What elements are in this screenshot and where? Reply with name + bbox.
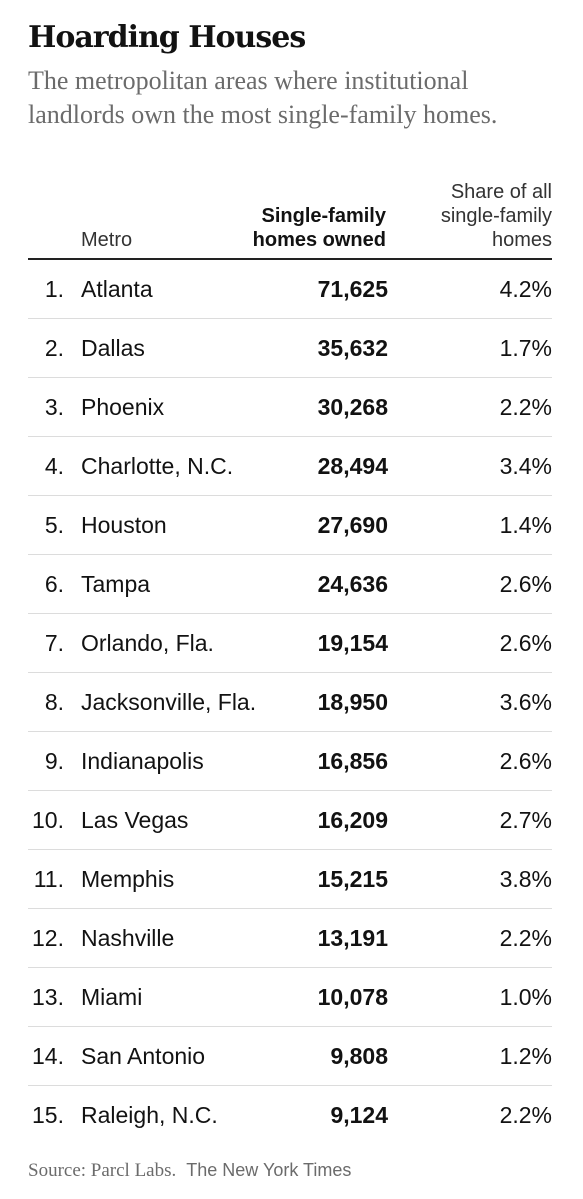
row-metro: Raleigh, N.C.: [81, 1102, 218, 1128]
row-rank: 3.: [44, 394, 64, 420]
row-share: 2.6%: [499, 748, 552, 774]
row-rank: 1.: [44, 276, 64, 302]
chart-title: Hoarding Houses: [28, 20, 306, 55]
column-header-share: Share of all single-family homes: [402, 180, 552, 252]
row-share: 1.7%: [499, 335, 552, 361]
row-homes-owned: 9,808: [330, 1043, 388, 1069]
row-homes-owned: 71,625: [317, 276, 388, 302]
row-metro: Orlando, Fla.: [81, 630, 214, 656]
row-rank: 15.: [32, 1102, 64, 1128]
row-metro: Tampa: [81, 571, 151, 597]
row-homes-owned: 18,950: [317, 689, 388, 715]
row-homes-owned: 27,690: [317, 512, 388, 538]
column-header-share-line2: single-family: [440, 205, 552, 227]
row-rank: 11.: [33, 866, 64, 892]
table-row: 12. Nashville 13,191 2.2%: [28, 909, 552, 968]
row-rank: 6.: [44, 571, 64, 597]
column-header-homes-line2: homes owned: [252, 229, 386, 251]
row-homes-owned: 10,078: [317, 984, 388, 1010]
table-row: 9. Indianapolis 16,856 2.6%: [28, 732, 552, 791]
row-homes-owned: 16,856: [317, 748, 388, 774]
row-rank: 5.: [44, 512, 64, 538]
row-rank: 8.: [44, 689, 64, 715]
row-rank: 2.: [44, 335, 64, 361]
row-metro: Dallas: [81, 335, 145, 361]
table-row: 5. Houston 27,690 1.4%: [28, 496, 552, 555]
row-share: 1.2%: [499, 1043, 552, 1069]
row-share: 3.8%: [499, 866, 552, 892]
row-share: 3.6%: [499, 689, 552, 715]
table-row: 13. Miami 10,078 1.0%: [28, 968, 552, 1027]
table-row: 8. Jacksonville, Fla. 18,950 3.6%: [28, 673, 552, 732]
row-metro: Las Vegas: [81, 807, 189, 833]
row-share: 1.4%: [499, 512, 552, 538]
row-rank: 13.: [32, 984, 64, 1010]
row-homes-owned: 28,494: [317, 453, 388, 479]
table-row: 1. Atlanta 71,625 4.2%: [28, 260, 552, 319]
row-rank: 12.: [32, 925, 64, 951]
row-rank: 10.: [32, 807, 64, 833]
row-homes-owned: 19,154: [317, 630, 388, 656]
row-metro: Phoenix: [81, 394, 165, 420]
graphic-container: Hoarding Houses The metropolitan areas w…: [28, 18, 552, 1183]
row-share: 2.7%: [499, 807, 552, 833]
row-share: 2.6%: [499, 571, 552, 597]
row-homes-owned: 30,268: [317, 394, 388, 420]
credit-text: The New York Times: [186, 1160, 352, 1180]
row-rank: 14.: [32, 1043, 64, 1069]
row-homes-owned: 13,191: [317, 925, 388, 951]
table-row: 7. Orlando, Fla. 19,154 2.6%: [28, 614, 552, 673]
chart-subtitle: The metropolitan areas where institution…: [28, 66, 498, 129]
table-row: 11. Memphis 15,215 3.8%: [28, 850, 552, 909]
column-header-share-line1: Share of all: [450, 181, 552, 203]
row-metro: Indianapolis: [81, 748, 204, 774]
row-share: 2.2%: [499, 925, 552, 951]
row-share: 2.6%: [499, 630, 552, 656]
source-line: Source: Parcl Labs. The New York Times: [28, 1158, 552, 1183]
table-row: 6. Tampa 24,636 2.6%: [28, 555, 552, 614]
table-row: 3. Phoenix 30,268 2.2%: [28, 378, 552, 437]
row-share: 2.2%: [499, 1102, 552, 1128]
table-row: 10. Las Vegas 16,209 2.7%: [28, 791, 552, 850]
table-row: 14. San Antonio 9,808 1.2%: [28, 1027, 552, 1086]
row-share: 3.4%: [499, 453, 552, 479]
row-metro: San Antonio: [81, 1043, 206, 1069]
column-header-homes-owned: Single-family homes owned: [216, 204, 386, 252]
row-homes-owned: 24,636: [317, 571, 388, 597]
row-metro: Nashville: [81, 925, 175, 951]
row-metro: Miami: [81, 984, 143, 1010]
row-homes-owned: 9,124: [330, 1102, 388, 1128]
table-body: 1. Atlanta 71,625 4.2% 2. Dallas 35,632 1.7% 3. P…: [28, 260, 552, 1144]
source-text: Source: Parcl Labs.: [28, 1160, 177, 1181]
table-row: 4. Charlotte, N.C. 28,494 3.4%: [28, 437, 552, 496]
column-header-metro: Metro: [81, 229, 133, 251]
row-metro: Charlotte, N.C.: [81, 453, 234, 479]
row-homes-owned: 15,215: [317, 866, 388, 892]
row-metro: Atlanta: [81, 276, 153, 302]
row-metro: Memphis: [81, 866, 175, 892]
table-row: 15. Raleigh, N.C. 9,124 2.2%: [28, 1086, 552, 1144]
row-homes-owned: 35,632: [317, 335, 388, 361]
table-header: Metro Single-family homes owned Share of…: [28, 162, 552, 260]
row-share: 4.2%: [499, 276, 552, 302]
row-rank: 9.: [44, 748, 64, 774]
row-metro: Houston: [81, 512, 167, 538]
row-share: 2.2%: [499, 394, 552, 420]
row-rank: 7.: [44, 630, 64, 656]
row-homes-owned: 16,209: [317, 807, 388, 833]
column-header-share-line3: homes: [491, 229, 552, 251]
column-header-homes-line1: Single-family: [261, 205, 386, 227]
row-metro: Jacksonville, Fla.: [81, 689, 257, 715]
table-row: 2. Dallas 35,632 1.7%: [28, 319, 552, 378]
row-rank: 4.: [44, 453, 64, 479]
row-share: 1.0%: [499, 984, 552, 1010]
